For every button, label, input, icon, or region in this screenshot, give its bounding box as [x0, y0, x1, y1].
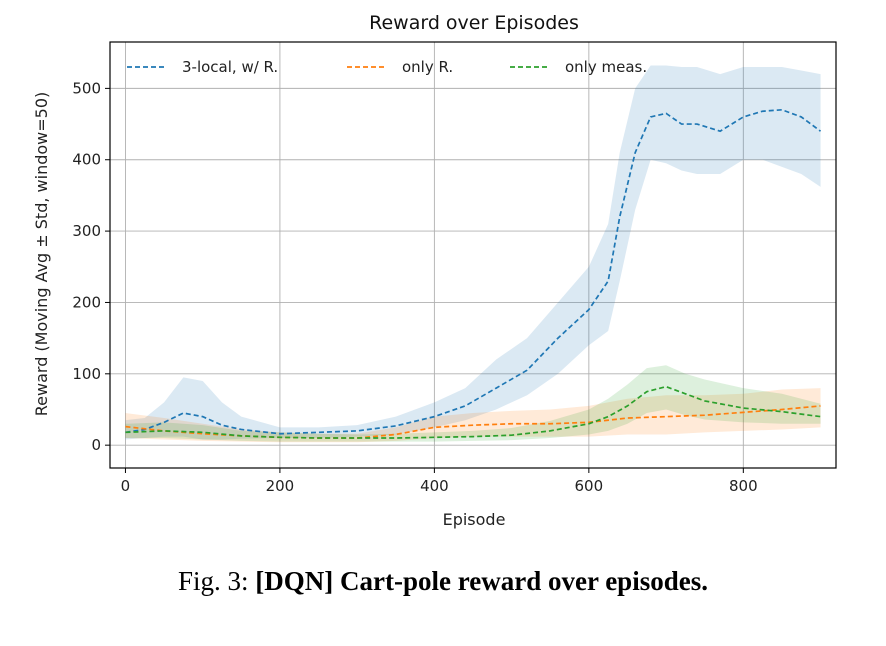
caption-prefix: Fig. 3:: [178, 566, 256, 596]
x-axis-label: Episode: [443, 510, 506, 529]
y-tick-label: 400: [72, 151, 101, 169]
y-tick-label: 0: [91, 436, 101, 454]
figure-caption: Fig. 3: [DQN] Cart-pole reward over epis…: [0, 566, 886, 597]
mean-lines: [125, 108, 822, 439]
y-tick-label: 100: [72, 365, 101, 383]
axis-ticks: 0 200 400 600 800 0 100 200 300 400 500: [72, 79, 757, 495]
reward-chart: 0 200 400 600 800 0 100 200 300 400 500 Reward ove…: [32, 12, 837, 529]
grid: [110, 42, 836, 468]
series-line-0: [125, 108, 822, 435]
chart-title: Reward over Episodes: [369, 12, 579, 34]
legend: 3-local, w/ R. only R. only meas.: [127, 58, 647, 76]
x-tick-label: 600: [575, 477, 604, 495]
legend-label: only meas.: [565, 58, 647, 76]
std-band-1: [125, 388, 821, 443]
std-bands: [125, 65, 821, 443]
y-tick-label: 200: [72, 293, 101, 311]
caption-title: [DQN] Cart-pole reward over episodes.: [255, 566, 708, 596]
plot-frame: [109, 41, 837, 469]
legend-label: only R.: [402, 58, 453, 76]
y-axis-label: Reward (Moving Avg ± Std, window=50): [32, 92, 51, 416]
std-band-2: [125, 365, 821, 442]
x-tick-label: 0: [121, 477, 131, 495]
x-tick-label: 800: [729, 477, 758, 495]
x-tick-label: 200: [266, 477, 295, 495]
std-band-0: [125, 65, 821, 440]
y-tick-label: 300: [72, 222, 101, 240]
x-tick-label: 400: [420, 477, 449, 495]
legend-label: 3-local, w/ R.: [182, 58, 278, 76]
y-tick-label: 500: [72, 79, 101, 97]
